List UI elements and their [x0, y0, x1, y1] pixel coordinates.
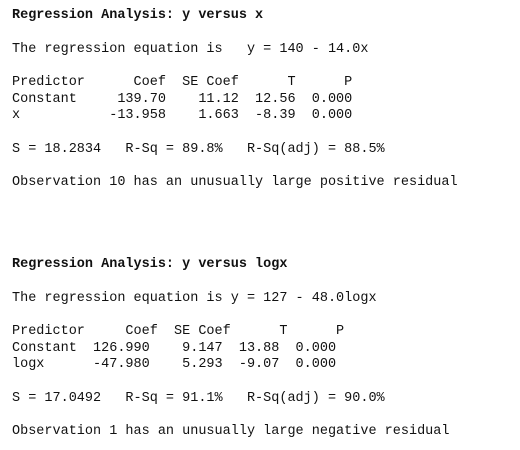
analysis-1-row-x: x -13.958 1.663 -8.39 0.000: [12, 108, 353, 123]
analysis-2-fit-stats: S = 17.0492 R-Sq = 91.1% R-Sq(adj) = 90.…: [12, 391, 385, 406]
analysis-1-row-constant: Constant 139.70 11.12 12.56 0.000: [12, 92, 353, 107]
analysis-2-equation: The regression equation is y = 127 - 48.…: [12, 291, 377, 306]
analysis-2-row-constant: Constant 126.990 9.147 13.88 0.000: [12, 341, 337, 356]
analysis-1-equation: The regression equation is y = 140 - 14.…: [12, 42, 369, 57]
analysis-2-table-header: Predictor Coef SE Coef T P: [12, 324, 345, 339]
analysis-2-title: Regression Analysis: y versus logx: [12, 257, 288, 272]
analysis-1-fit-stats: S = 18.2834 R-Sq = 89.8% R-Sq(adj) = 88.…: [12, 142, 385, 157]
analysis-1-title: Regression Analysis: y versus x: [12, 8, 264, 23]
analysis-2-residual-note: Observation 1 has an unusually large neg…: [12, 424, 450, 439]
analysis-1-table-header: Predictor Coef SE Coef T P: [12, 75, 353, 90]
analysis-2-row-logx: logx -47.980 5.293 -9.07 0.000: [12, 357, 337, 372]
analysis-1-residual-note: Observation 10 has an unusually large po…: [12, 175, 458, 190]
